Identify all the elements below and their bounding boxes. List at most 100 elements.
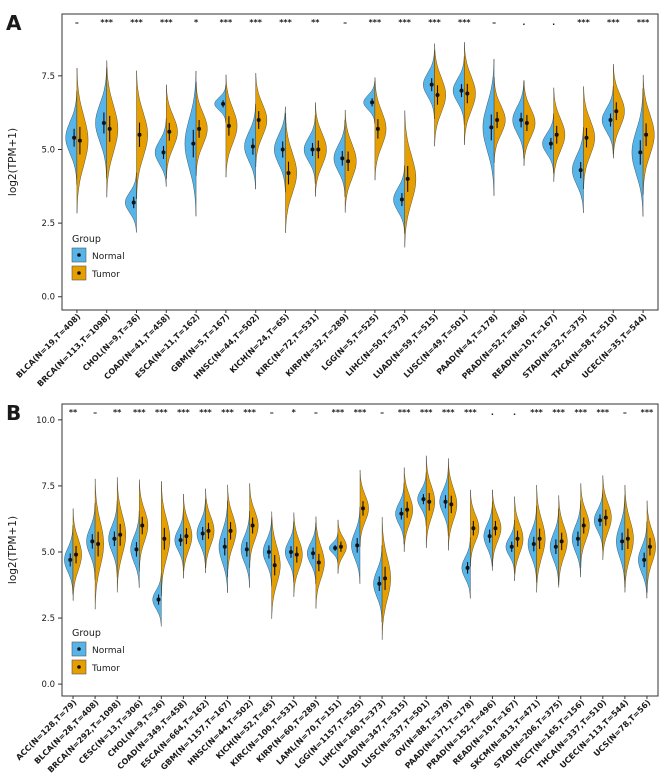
mean-point: [137, 132, 142, 137]
significance-marker: ***: [398, 18, 411, 27]
significance-marker: –: [492, 18, 496, 27]
tumor-half-violin: [434, 43, 446, 147]
significance-marker: .: [513, 408, 516, 417]
mean-point: [638, 150, 643, 155]
mean-point: [167, 129, 172, 134]
significance-marker: ***: [130, 18, 143, 27]
significance-marker: –: [93, 408, 97, 417]
significance-marker: –: [343, 18, 347, 27]
mean-point: [625, 536, 630, 541]
category-lihc: ***LIHC(N=50,T=373): [344, 18, 417, 378]
category-esca: *ESCA(N=11,T=162): [134, 18, 208, 380]
y-tick-label: 2.5: [41, 614, 55, 624]
normal-half-violin: [125, 172, 137, 233]
mean-point: [340, 156, 345, 161]
normal-half-violin: [333, 119, 346, 197]
normal-half-violin: [482, 58, 495, 196]
tumor-half-violin: [344, 109, 357, 213]
mean-point: [184, 534, 189, 539]
normal-half-violin: [542, 113, 554, 174]
tumor-half-violin: [464, 42, 476, 145]
category-hnsc: ***HNSC(N=44,T=502): [192, 18, 268, 381]
mean-point: [465, 91, 470, 96]
significance-marker: –: [623, 408, 627, 417]
significance-marker: **: [113, 408, 122, 417]
category-gbm: *** GBM(N=5,T=167): [169, 18, 238, 374]
mean-point: [524, 120, 529, 125]
significance-marker: ***: [133, 408, 146, 417]
legend-title: Group: [72, 628, 101, 639]
panel-border: [61, 13, 659, 311]
mean-point: [226, 123, 231, 128]
category-thca: ***THCA(N=58,T=510): [550, 18, 625, 381]
significance-marker: ***: [420, 408, 433, 417]
mean-point: [244, 547, 249, 552]
mean-point: [191, 141, 196, 146]
mean-point: [471, 526, 476, 531]
mean-point: [118, 532, 123, 537]
normal-half-violin: [601, 85, 614, 155]
normal-half-violin: [303, 115, 316, 184]
significance-marker: ***: [641, 408, 654, 417]
normal-half-violin: [214, 84, 227, 123]
significance-marker: ***: [428, 18, 441, 27]
mean-point: [399, 197, 404, 202]
y-tick-label: 5.0: [41, 145, 55, 155]
mean-point: [620, 539, 625, 544]
legend: Group Normal Tumor: [71, 234, 125, 281]
significance-marker: ***: [243, 408, 256, 417]
mean-point: [346, 159, 351, 164]
legend-title: Group: [72, 234, 101, 245]
category-ucec: ***UCEC(N=35,T=544): [580, 18, 655, 380]
significance-marker: *: [292, 408, 297, 417]
tumor-half-violin: [374, 77, 387, 181]
normal-half-violin: [95, 67, 107, 179]
mean-point: [449, 502, 454, 507]
mean-point: [310, 147, 315, 152]
tumor-half-violin: [523, 80, 536, 166]
mean-point: [435, 92, 440, 97]
mean-point: [531, 542, 536, 547]
y-tick-label: 7.5: [41, 72, 55, 82]
x-tick-label: KICH(N=24,T=65): [228, 312, 291, 375]
y-tick-label: 2.5: [41, 219, 55, 229]
mean-point: [603, 515, 608, 520]
tumor-half-violin: [642, 74, 655, 195]
mean-point: [559, 539, 564, 544]
mean-point: [112, 536, 117, 541]
mean-point: [578, 168, 583, 173]
mean-point: [608, 118, 613, 123]
mean-point: [338, 544, 343, 549]
significance-marker: ***: [199, 408, 212, 417]
category-chol: *** CHOL(N=9,T=36): [81, 18, 148, 373]
category-stad: ***STAD(N=32,T=375): [521, 18, 595, 380]
tumor-half-violin: [255, 72, 268, 168]
normal-half-violin: [572, 127, 584, 213]
mean-point: [72, 135, 77, 140]
normal-half-violin: [274, 106, 286, 193]
significance-marker: ***: [607, 18, 620, 27]
mean-point: [598, 518, 603, 523]
mean-point: [74, 552, 79, 557]
mean-point: [134, 547, 139, 552]
mean-point: [377, 581, 382, 586]
tumor-half-violin: [553, 87, 566, 182]
tumor-half-violin: [493, 77, 506, 163]
significance-marker: ***: [221, 408, 234, 417]
category-read: .READ(N=10,T=167): [490, 18, 566, 381]
normal-half-violin: [184, 70, 197, 217]
significance-marker: –: [314, 408, 318, 417]
mean-point: [77, 138, 82, 143]
significance-marker: –: [75, 18, 79, 27]
mean-point: [370, 100, 375, 105]
mean-point: [316, 560, 321, 565]
mean-point: [333, 546, 338, 551]
mean-point: [487, 534, 492, 539]
mean-point: [495, 118, 500, 123]
panel-letter: B: [6, 401, 21, 425]
mean-point: [383, 576, 388, 581]
normal-half-violin: [452, 56, 465, 125]
mean-point: [443, 499, 448, 504]
tumor-half-violin: [315, 102, 327, 197]
